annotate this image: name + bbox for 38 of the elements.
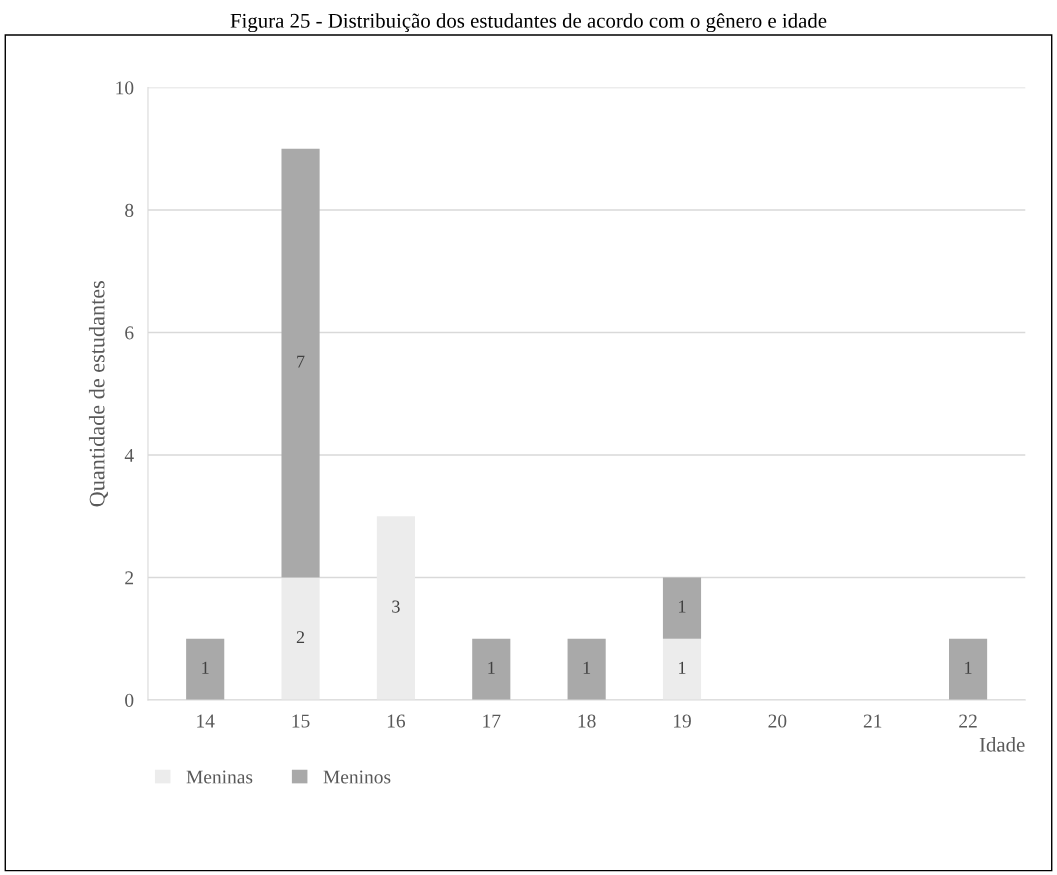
bar (949, 638, 988, 700)
data-label: 1 (488, 661, 495, 674)
bar (376, 516, 415, 700)
data-label: 1 (202, 661, 209, 674)
bar (472, 638, 511, 700)
x-axis-title: Idade (979, 737, 1025, 752)
x-tick-label: 18 (578, 714, 596, 728)
y-tick-label: 4 (124, 448, 134, 462)
chart-title: Figura 25 - Distribuição dos estudantes de acordo com o gênero e idade (230, 13, 827, 33)
x-tick-label: 14 (197, 714, 215, 728)
x-tick-label: 22 (959, 714, 977, 728)
x-tick-label: 15 (292, 714, 310, 728)
bar (662, 577, 702, 639)
y-tick-label: 8 (125, 203, 134, 217)
data-label: 1 (679, 600, 686, 613)
data-label: 1 (965, 661, 972, 674)
data-label: 1 (679, 661, 686, 674)
legend-label: Meninas (186, 770, 253, 784)
bar (567, 638, 606, 700)
y-tick-label: 6 (125, 326, 134, 340)
data-label: 1 (583, 661, 591, 674)
x-tick-label: 17 (483, 714, 501, 728)
legend-label: Meninos (323, 770, 391, 784)
data-label: 3 (392, 600, 400, 613)
bar (186, 638, 225, 700)
data-label: 2 (296, 631, 305, 644)
bar (281, 577, 320, 700)
x-tick-label: 19 (673, 714, 691, 728)
y-tick-label: 0 (125, 693, 134, 707)
x-tick-label: 20 (768, 714, 787, 728)
y-tick-label: 10 (116, 81, 134, 95)
x-tick-label: 16 (387, 714, 406, 728)
y-axis-title: Quantidade de estudantes (88, 281, 108, 507)
x-tick-label: 21 (863, 714, 882, 728)
bar (281, 148, 320, 578)
bar (662, 638, 702, 700)
y-tick-label: 2 (125, 571, 134, 585)
data-label: 7 (297, 355, 305, 368)
